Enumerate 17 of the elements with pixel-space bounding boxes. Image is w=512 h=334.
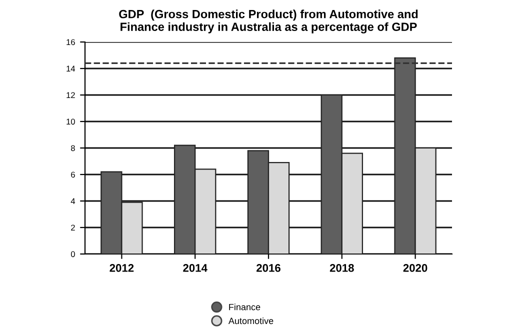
legend-label: Finance xyxy=(229,304,260,310)
y-tick-label: 2 xyxy=(71,224,75,231)
chart-title: GDP (Gross Domestic Product) from Automotive and Finance industry in Australia as a percentage of GDP xyxy=(119,10,418,34)
y-tick-label: 4 xyxy=(70,198,76,204)
y-tick-label: 10 xyxy=(66,118,75,125)
x-tick-label: 2020 xyxy=(403,264,428,272)
y-tick-label: 16 xyxy=(66,39,75,46)
y-tick-label: 8 xyxy=(71,145,75,152)
x-tick-label: 2014 xyxy=(183,264,208,272)
y-tick-label: 14 xyxy=(66,66,76,72)
y-tick-label: 6 xyxy=(71,172,75,178)
x-tick-label: 2012 xyxy=(110,264,134,272)
y-tick-label: 12 xyxy=(66,92,75,98)
legend-label: Automotive xyxy=(228,317,274,324)
x-tick-label: 2018 xyxy=(330,264,354,272)
x-tick-label: 2016 xyxy=(256,264,280,272)
y-tick-label: 0 xyxy=(70,251,75,258)
